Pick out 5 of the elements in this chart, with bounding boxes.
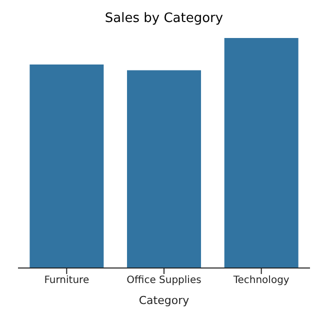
- x-axis-title: Category: [138, 294, 190, 307]
- x-tick-label: Furniture: [44, 275, 90, 286]
- x-tick-label: Technology: [232, 275, 290, 286]
- chart-title: Sales by Category: [104, 10, 224, 28]
- x-tick-label: Office Supplies: [126, 275, 202, 286]
